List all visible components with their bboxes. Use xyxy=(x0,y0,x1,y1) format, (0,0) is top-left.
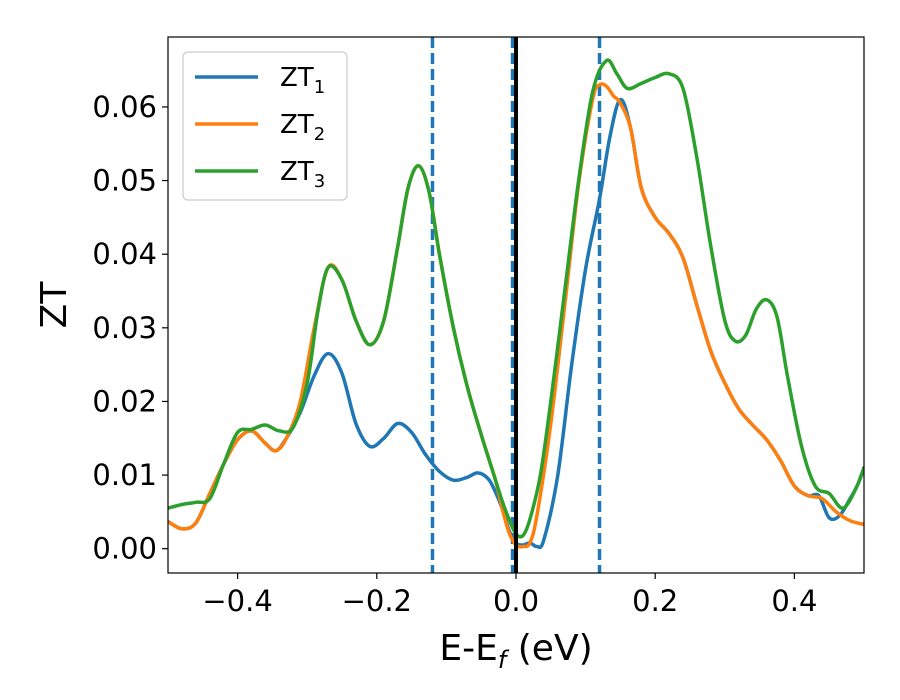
x-axis-ticks: −0.4 −0.2 0.0 0.2 0.4 xyxy=(202,573,817,618)
legend-label-zt3: ZT3 xyxy=(280,157,325,192)
x-axis-label-unit: (eV) xyxy=(506,628,592,669)
y-tick-label: 0.02 xyxy=(92,384,157,418)
legend-box xyxy=(182,51,348,201)
y-axis-label: ZT xyxy=(34,281,75,329)
series-line-zt2 xyxy=(168,82,864,549)
x-tick-label: −0.2 xyxy=(342,584,412,618)
x-tick-label: 0.4 xyxy=(771,584,817,618)
series-line-zt3 xyxy=(168,58,864,539)
y-tick-label: 0.01 xyxy=(92,458,157,492)
y-tick-label: 0.06 xyxy=(92,90,157,124)
x-tick-label: −0.4 xyxy=(202,584,272,618)
x-axis-label-main: E-E xyxy=(439,628,497,669)
x-axis-label: E-Ef (eV) xyxy=(439,628,592,674)
y-tick-label: 0.05 xyxy=(92,164,157,198)
legend-label-zt1: ZT1 xyxy=(280,63,325,98)
y-tick-label: 0.03 xyxy=(92,311,157,345)
x-tick-label: 0.2 xyxy=(632,584,678,618)
plot-area xyxy=(168,37,864,573)
legend-label-zt2: ZT2 xyxy=(280,110,325,145)
legend: ZT1 ZT2 ZT3 xyxy=(182,51,348,201)
y-axis-ticks: 0.00 0.01 0.02 0.03 0.04 0.05 0.06 xyxy=(92,90,168,566)
y-tick-label: 0.00 xyxy=(92,532,157,566)
y-tick-label: 0.04 xyxy=(92,237,157,271)
x-tick-label: 0.0 xyxy=(493,584,539,618)
